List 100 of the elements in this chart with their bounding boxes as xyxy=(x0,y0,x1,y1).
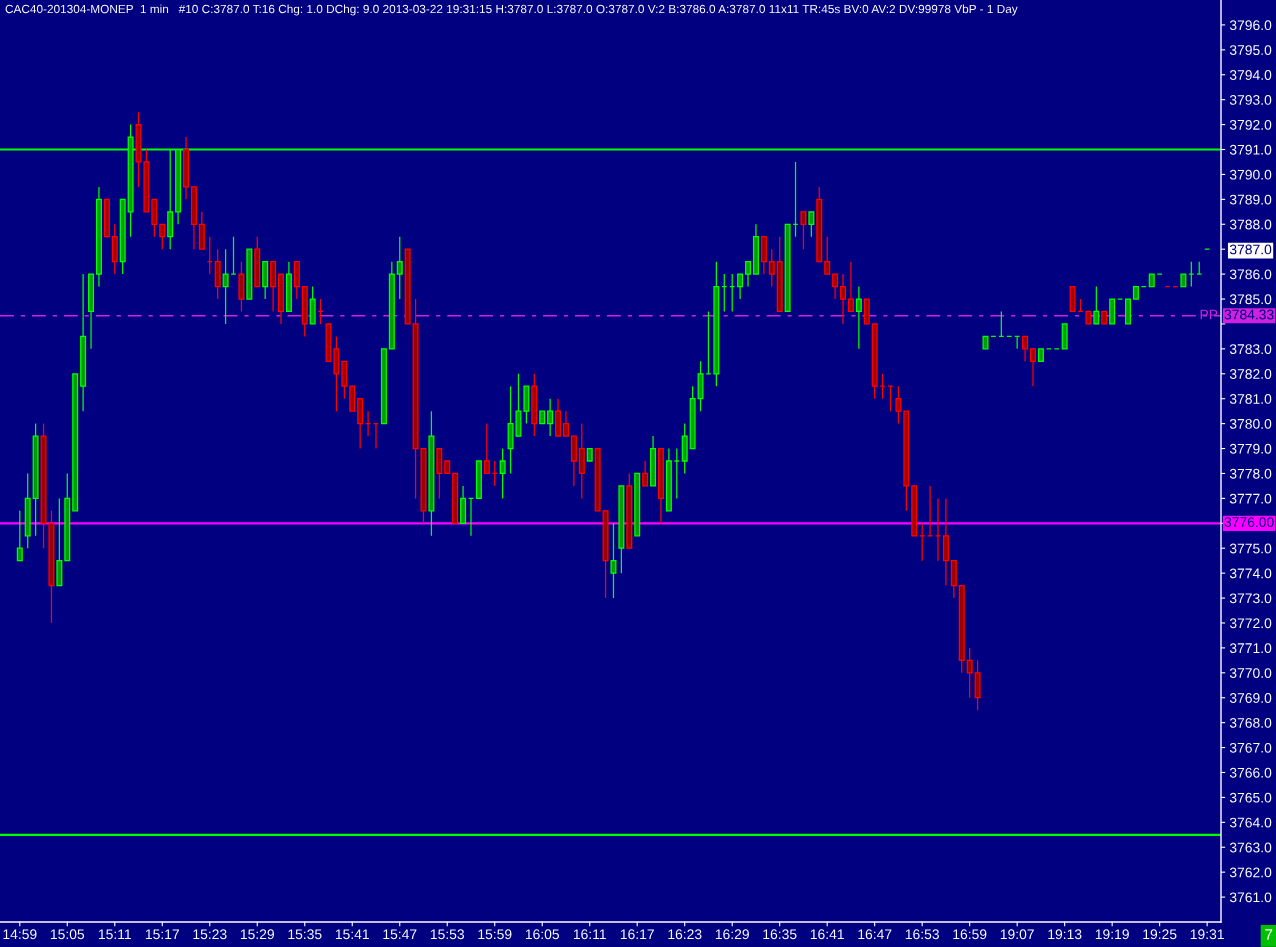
candlestick xyxy=(1030,348,1037,387)
y-tick-label: 3761.0 xyxy=(1229,892,1272,903)
y-tick-label: 3787.0 xyxy=(1229,244,1272,255)
x-tick-label: 16:11 xyxy=(573,929,606,940)
y-tick-label: 3788.0 xyxy=(1229,219,1272,230)
x-tick-label: 15:59 xyxy=(478,929,512,940)
candlestick xyxy=(895,385,902,425)
candlestick xyxy=(159,223,166,250)
candlestick xyxy=(404,248,411,325)
candlestick xyxy=(309,285,316,325)
candlestick xyxy=(396,236,403,300)
candlestick xyxy=(673,447,680,500)
x-tick-label: 16:17 xyxy=(620,929,654,940)
y-tick-label: 3768.0 xyxy=(1229,717,1272,728)
candlestick xyxy=(982,335,989,350)
candlestick xyxy=(816,186,823,263)
candlestick xyxy=(206,236,213,275)
y-tick-label: 3769.0 xyxy=(1229,693,1272,703)
candlestick xyxy=(1124,298,1131,325)
y-tick-label: 3795.0 xyxy=(1229,45,1272,56)
candlestick xyxy=(380,348,387,425)
candlestick xyxy=(531,373,538,437)
candlestick xyxy=(927,485,934,537)
candlestick xyxy=(357,398,364,450)
candlestick xyxy=(1109,298,1116,325)
candlestick xyxy=(935,497,942,562)
candlestick xyxy=(230,236,237,275)
candlestick xyxy=(776,236,783,313)
text: 7 xyxy=(1265,929,1273,940)
candlestick xyxy=(499,447,506,500)
x-tick-label: 15:47 xyxy=(383,929,417,940)
candlestick xyxy=(222,248,229,325)
candlestick xyxy=(974,659,981,711)
chart-title: CAC40-201304-MONEP 1 min #10 C:3787.0 T:16 Chg: 1.0 DChg: 9.0 2013-03-22 19:31:15 H:3787.0 L:3787.0 O:3787.0 V:2 B:3786.0 A:3787.0 11x11 TR:45s BV:0 AV:2 DV:99978 VbP - 1 Day xyxy=(5,4,1018,16)
candlestick xyxy=(808,211,815,238)
candlestick xyxy=(863,298,870,325)
candlestick xyxy=(246,248,253,300)
candlestick xyxy=(800,211,807,250)
candlestick xyxy=(24,472,31,549)
candlestick xyxy=(349,385,356,412)
y-tick-label: 3770.0 xyxy=(1229,668,1272,678)
x-tick-label: 15:35 xyxy=(288,929,322,940)
ref-line-label: 3784.33 xyxy=(1224,309,1274,320)
candlestick xyxy=(317,298,324,325)
y-tick-label: 3765.0 xyxy=(1229,792,1272,803)
y-tick-label: 3764.0 xyxy=(1229,817,1272,828)
x-tick-label: 16:23 xyxy=(668,929,702,940)
x-tick-label: 16:53 xyxy=(905,929,939,940)
candlestick xyxy=(847,261,854,313)
candlestick xyxy=(634,472,641,537)
candlestick xyxy=(388,261,395,350)
candlestick xyxy=(285,261,292,313)
candlestick xyxy=(547,398,554,437)
candlestick xyxy=(650,435,657,487)
y-tick-label: 3774.0 xyxy=(1229,568,1272,579)
candlestick xyxy=(1180,273,1187,288)
y-tick-label: 3772.0 xyxy=(1229,618,1272,629)
candlestick xyxy=(1077,298,1084,313)
candlestick xyxy=(1022,335,1029,362)
y-tick-label: 3777.0 xyxy=(1229,493,1272,504)
candlestick xyxy=(1188,261,1195,288)
x-tick-label: 15:23 xyxy=(193,929,227,940)
y-tick-label: 3792.0 xyxy=(1229,119,1272,130)
candlestick xyxy=(824,236,831,275)
candlestick xyxy=(792,161,799,238)
candlestick xyxy=(190,186,197,250)
y-tick-label: 3782.0 xyxy=(1229,369,1272,379)
y-tick-label: 3786.0 xyxy=(1229,269,1272,280)
candlestick xyxy=(88,273,95,350)
candlestick xyxy=(491,460,498,487)
candlestick xyxy=(555,398,562,437)
candlestick xyxy=(238,261,245,313)
candlestick xyxy=(697,360,704,412)
x-tick-label: 15:53 xyxy=(430,929,465,940)
candlestick xyxy=(467,497,474,537)
x-tick-label: 14:59 xyxy=(3,929,37,940)
candlestick xyxy=(919,522,926,562)
candlestick xyxy=(198,211,205,250)
candlestick xyxy=(301,285,308,338)
y-tick-label: 3793.0 xyxy=(1229,95,1272,105)
candlestick xyxy=(64,472,71,562)
x-tick-label: 16:05 xyxy=(525,929,560,940)
y-tick-label: 3763.0 xyxy=(1229,842,1272,853)
candlestick xyxy=(760,236,767,275)
x-tick-label: 16:41 xyxy=(810,929,844,940)
x-tick-label: 16:35 xyxy=(763,929,797,940)
candlestick xyxy=(681,422,688,475)
y-tick-label: 3767.0 xyxy=(1229,742,1272,753)
candlestick xyxy=(911,485,918,537)
candlestick xyxy=(721,273,728,313)
candlestick xyxy=(832,273,839,300)
candlestick xyxy=(1061,323,1068,350)
candlestick xyxy=(151,198,158,238)
candlestick xyxy=(32,422,39,537)
candlestick xyxy=(1069,285,1076,313)
candlestick xyxy=(657,447,664,524)
x-tick-label: 15:11 xyxy=(98,929,131,940)
candlestick xyxy=(618,485,625,574)
y-tick-label: 3775.0 xyxy=(1229,543,1272,554)
candlestick xyxy=(95,186,102,288)
